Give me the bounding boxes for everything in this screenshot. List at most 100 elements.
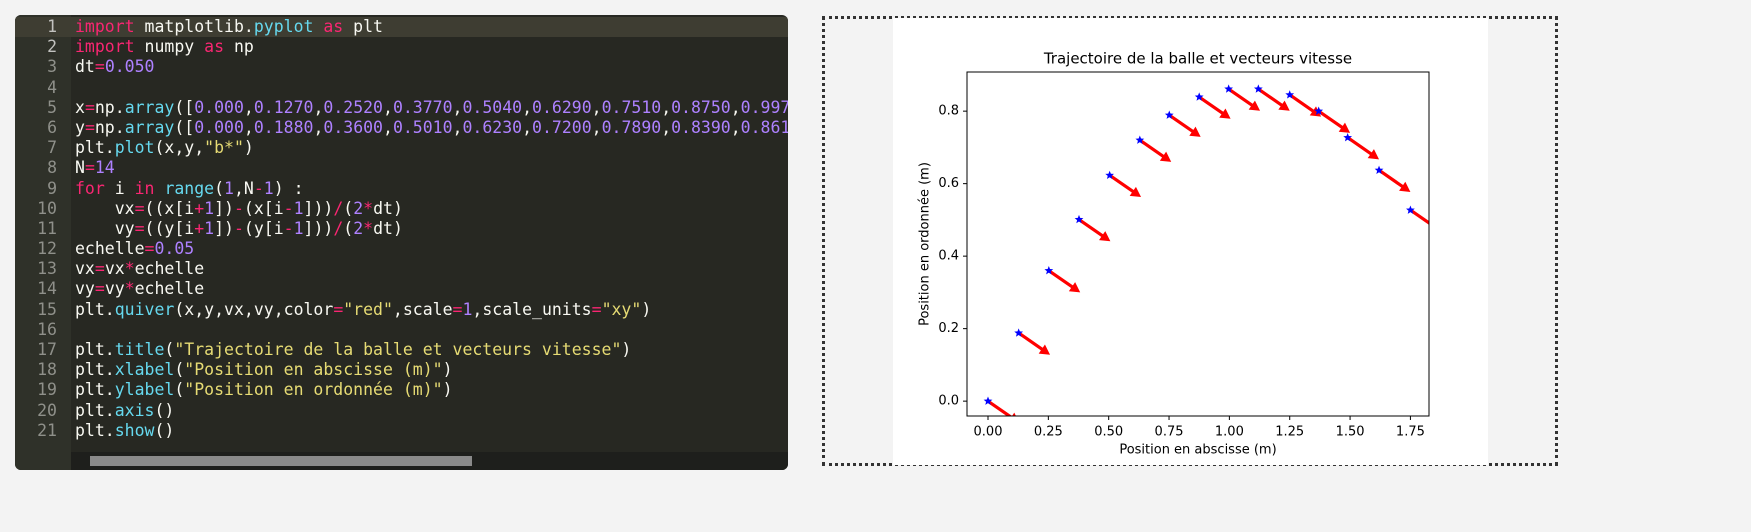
code-token: 1 bbox=[293, 218, 304, 238]
line-number: 6 bbox=[47, 117, 57, 137]
code-line: 7 plt.plot(x,y,"b*") bbox=[15, 138, 788, 158]
velocity-arrow bbox=[1108, 173, 1142, 198]
code-token: = bbox=[452, 299, 463, 319]
code-token: ) bbox=[243, 138, 254, 158]
code-token: ylabel bbox=[114, 380, 175, 400]
code-token: = bbox=[94, 279, 105, 299]
line-number: 10 bbox=[37, 198, 57, 218]
code-token: vy bbox=[75, 218, 135, 238]
line-number: 14 bbox=[37, 279, 57, 299]
code-token: 0.6290 bbox=[532, 97, 592, 117]
x-tick-label: 0.50 bbox=[1094, 425, 1123, 440]
code-token: plt. bbox=[75, 138, 115, 158]
code-token: = bbox=[84, 158, 95, 178]
y-tick-label: 0.6 bbox=[938, 176, 959, 191]
code-token: 1 bbox=[224, 178, 234, 198]
code-token: = bbox=[94, 57, 105, 77]
code-token: 0.5040 bbox=[462, 97, 523, 117]
code-token: + bbox=[194, 198, 205, 218]
code-token: pyplot bbox=[253, 17, 314, 36]
code-editor[interactable]: 1 import matplotlib.pyplot as plt 2 import … bbox=[15, 15, 788, 470]
code-token: , bbox=[452, 97, 463, 117]
star-marker bbox=[1224, 84, 1234, 93]
code-token: vx bbox=[104, 259, 125, 279]
star-marker bbox=[1343, 133, 1353, 142]
code-token: - bbox=[283, 198, 294, 218]
scroll-thumb[interactable] bbox=[90, 456, 472, 466]
code-token: vy bbox=[104, 279, 125, 299]
code-token: ( bbox=[174, 380, 185, 400]
y-tick-label: 0.2 bbox=[938, 321, 959, 336]
code-token: ) : bbox=[273, 178, 304, 198]
code-token: plt. bbox=[75, 400, 115, 420]
line-code: plt.plot(x,y,"b*") bbox=[75, 138, 788, 158]
code-token: array bbox=[124, 97, 175, 117]
code-token: axis bbox=[114, 400, 155, 420]
code-token: x bbox=[75, 97, 85, 117]
code-token: i bbox=[104, 178, 135, 198]
code-token: 0.8390 bbox=[671, 117, 731, 137]
code-token: ([ bbox=[174, 117, 195, 137]
line-code: plt.show() bbox=[75, 421, 788, 441]
code-token: (x,y, bbox=[154, 138, 205, 158]
code-token: 0.3600 bbox=[323, 117, 383, 137]
code-token: "red" bbox=[343, 299, 393, 319]
horizontal-scrollbar[interactable] bbox=[71, 452, 788, 470]
code-line: 21 plt.show() bbox=[15, 421, 788, 441]
line-code: vy=((y[i+1])-(y[i-1]))/(2*dt) bbox=[75, 219, 788, 239]
velocity-arrow bbox=[1346, 136, 1380, 160]
line-code: x=np.array([0.000,0.1270,0.2520,0.3770,0… bbox=[75, 98, 788, 118]
code-line: 13 vx=vx*echelle bbox=[15, 259, 788, 279]
code-token: 1 bbox=[263, 178, 274, 198]
code-line: 1 import matplotlib.pyplot as plt bbox=[15, 17, 788, 38]
code-token: ,N bbox=[233, 178, 254, 198]
code-token: , bbox=[661, 117, 672, 137]
code-token: dt) bbox=[373, 198, 403, 218]
code-token: , bbox=[730, 117, 741, 137]
code-token: dt) bbox=[373, 218, 403, 238]
velocity-arrow bbox=[1138, 138, 1172, 162]
code-token: = bbox=[333, 299, 344, 319]
code-token: array bbox=[124, 117, 175, 137]
code-token: "Position en ordonnée (m)" bbox=[184, 380, 443, 400]
code-token bbox=[313, 17, 323, 36]
line-code: plt.ylabel("Position en ordonnée (m)") bbox=[75, 380, 788, 400]
code-line: 4 bbox=[15, 78, 788, 98]
code-line: 20 plt.axis() bbox=[15, 401, 788, 421]
star-marker bbox=[983, 396, 993, 405]
star-marker bbox=[1014, 328, 1024, 337]
star-marker bbox=[1406, 205, 1415, 214]
code-token: - bbox=[233, 198, 244, 218]
line-number: 13 bbox=[37, 259, 57, 279]
y-tick-label: 0.8 bbox=[938, 104, 959, 119]
code-line: 12 echelle=0.05 bbox=[15, 239, 788, 259]
code-token: 0.7890 bbox=[601, 117, 662, 137]
code-token: , bbox=[243, 97, 254, 117]
star-marker bbox=[1074, 214, 1084, 224]
line-code: plt.title("Trajectoire de la balle et ve… bbox=[75, 340, 788, 360]
code-line: 5 x=np.array([0.000,0.1270,0.2520,0.3770,… bbox=[15, 98, 788, 118]
x-tick-label: 1.50 bbox=[1336, 425, 1365, 440]
code-token: matplotlib. bbox=[134, 17, 254, 36]
code-token: N bbox=[75, 158, 85, 178]
code-token: 1 bbox=[462, 299, 473, 319]
code-token: = bbox=[134, 198, 145, 218]
star-marker bbox=[1314, 106, 1324, 115]
code-token: 1 bbox=[204, 218, 215, 238]
code-token: 0.6230 bbox=[462, 117, 523, 137]
code-line: 8 N=14 bbox=[15, 158, 788, 178]
velocity-arrow bbox=[1317, 109, 1351, 133]
code-token: vx bbox=[75, 259, 95, 279]
line-number: 5 bbox=[47, 97, 57, 117]
code-token: 0.050 bbox=[104, 57, 155, 77]
code-token: 0.7200 bbox=[532, 117, 592, 137]
code-line: 10 vx=((x[i+1])-(x[i-1]))/(2*dt) bbox=[15, 199, 788, 219]
code-line: 15 plt.quiver(x,y,vx,vy,color="red",scale… bbox=[15, 300, 788, 320]
line-number: 7 bbox=[47, 138, 57, 158]
code-token: () bbox=[154, 420, 175, 440]
code-token: "Trajectoire de la balle et vecteurs vit… bbox=[174, 340, 622, 359]
code-token: dt bbox=[75, 57, 95, 77]
code-token: = bbox=[84, 117, 95, 137]
code-token: plt. bbox=[75, 380, 115, 400]
